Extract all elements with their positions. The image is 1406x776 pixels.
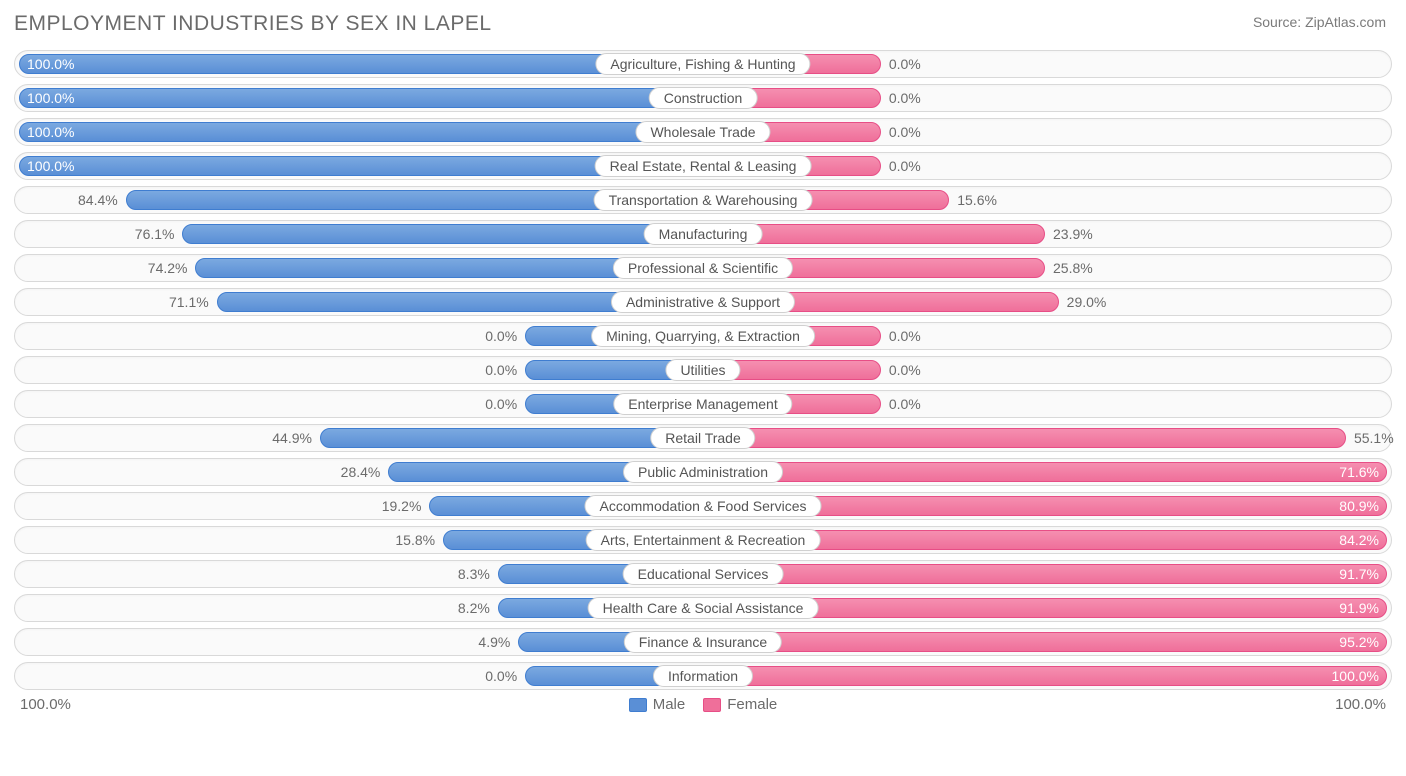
category-label: Retail Trade (650, 427, 755, 449)
legend-male-label: Male (653, 696, 686, 713)
chart-row: 0.0% 100.0% Information (14, 662, 1392, 690)
chart-row: 28.4% 71.6% Public Administration (14, 458, 1392, 486)
male-pct-label: 84.4% (78, 190, 118, 210)
female-pct-label: 55.1% (1354, 428, 1394, 448)
female-pct-label: 0.0% (889, 54, 921, 74)
male-pct-label: 28.4% (341, 462, 381, 482)
legend: Male Female (629, 696, 778, 713)
female-pct-label: 0.0% (889, 394, 921, 414)
female-pct-label: 91.7% (1339, 564, 1379, 584)
female-swatch (703, 698, 721, 712)
category-label: Manufacturing (644, 223, 763, 245)
chart-footer: 100.0% Male Female 100.0% (14, 696, 1392, 713)
male-pct-label: 0.0% (485, 666, 517, 686)
category-label: Utilities (665, 359, 740, 381)
female-pct-label: 25.8% (1053, 258, 1093, 278)
male-pct-label: 15.8% (395, 530, 435, 550)
female-bar (703, 666, 1387, 686)
category-label: Educational Services (623, 563, 784, 585)
chart-row: 0.0% 0.0% Enterprise Management (14, 390, 1392, 418)
chart-row: 100.0% 0.0% Agriculture, Fishing & Hunting (14, 50, 1392, 78)
female-pct-label: 100.0% (1332, 666, 1379, 686)
axis-right-label: 100.0% (1335, 696, 1386, 713)
male-bar (19, 122, 703, 142)
chart-row: 100.0% 0.0% Real Estate, Rental & Leasing (14, 152, 1392, 180)
female-pct-label: 95.2% (1339, 632, 1379, 652)
chart-row: 15.8% 84.2% Arts, Entertainment & Recreati… (14, 526, 1392, 554)
male-pct-label: 100.0% (27, 54, 74, 74)
female-bar (703, 428, 1346, 448)
category-label: Administrative & Support (611, 291, 795, 313)
male-bar (320, 428, 703, 448)
legend-item-female: Female (703, 696, 777, 713)
category-label: Information (653, 665, 753, 687)
male-pct-label: 0.0% (485, 326, 517, 346)
source-attribution: Source: ZipAtlas.com (1253, 14, 1386, 30)
chart-row: 71.1% 29.0% Administrative & Support (14, 288, 1392, 316)
female-pct-label: 0.0% (889, 326, 921, 346)
category-label: Arts, Entertainment & Recreation (586, 529, 821, 551)
female-pct-label: 0.0% (889, 156, 921, 176)
chart-row: 84.4% 15.6% Transportation & Warehousing (14, 186, 1392, 214)
male-pct-label: 8.2% (458, 598, 490, 618)
chart-row: 0.0% 0.0% Mining, Quarrying, & Extraction (14, 322, 1392, 350)
category-label: Public Administration (623, 461, 783, 483)
female-bar (703, 564, 1387, 584)
male-pct-label: 8.3% (458, 564, 490, 584)
male-pct-label: 0.0% (485, 394, 517, 414)
female-pct-label: 91.9% (1339, 598, 1379, 618)
female-bar (703, 632, 1387, 652)
female-pct-label: 0.0% (889, 88, 921, 108)
category-label: Real Estate, Rental & Leasing (595, 155, 812, 177)
male-swatch (629, 698, 647, 712)
female-pct-label: 29.0% (1067, 292, 1107, 312)
category-label: Agriculture, Fishing & Hunting (595, 53, 810, 75)
chart-row: 74.2% 25.8% Professional & Scientific (14, 254, 1392, 282)
male-pct-label: 76.1% (135, 224, 175, 244)
male-pct-label: 71.1% (169, 292, 209, 312)
chart-title: EMPLOYMENT INDUSTRIES BY SEX IN LAPEL (14, 12, 1392, 36)
chart-row: 0.0% 0.0% Utilities (14, 356, 1392, 384)
category-label: Transportation & Warehousing (594, 189, 813, 211)
legend-female-label: Female (727, 696, 777, 713)
male-pct-label: 19.2% (382, 496, 422, 516)
category-label: Accommodation & Food Services (585, 495, 822, 517)
chart-row: 76.1% 23.9% Manufacturing (14, 220, 1392, 248)
category-label: Health Care & Social Assistance (588, 597, 819, 619)
female-pct-label: 80.9% (1339, 496, 1379, 516)
male-pct-label: 100.0% (27, 88, 74, 108)
female-pct-label: 0.0% (889, 122, 921, 142)
male-pct-label: 74.2% (148, 258, 188, 278)
chart-row: 8.2% 91.9% Health Care & Social Assistance (14, 594, 1392, 622)
female-pct-label: 15.6% (957, 190, 997, 210)
category-label: Professional & Scientific (613, 257, 793, 279)
legend-item-male: Male (629, 696, 686, 713)
category-label: Mining, Quarrying, & Extraction (591, 325, 815, 347)
category-label: Wholesale Trade (635, 121, 770, 143)
male-pct-label: 100.0% (27, 122, 74, 142)
chart-row: 8.3% 91.7% Educational Services (14, 560, 1392, 588)
male-pct-label: 100.0% (27, 156, 74, 176)
chart-row: 4.9% 95.2% Finance & Insurance (14, 628, 1392, 656)
female-bar (703, 462, 1387, 482)
female-pct-label: 23.9% (1053, 224, 1093, 244)
chart-row: 100.0% 0.0% Construction (14, 84, 1392, 112)
male-pct-label: 4.9% (478, 632, 510, 652)
category-label: Construction (649, 87, 758, 109)
female-pct-label: 0.0% (889, 360, 921, 380)
diverging-bar-chart: 100.0% 0.0% Agriculture, Fishing & Hunting… (14, 50, 1392, 690)
category-label: Finance & Insurance (624, 631, 782, 653)
female-pct-label: 84.2% (1339, 530, 1379, 550)
male-pct-label: 44.9% (272, 428, 312, 448)
chart-row: 19.2% 80.9% Accommodation & Food Services (14, 492, 1392, 520)
chart-row: 100.0% 0.0% Wholesale Trade (14, 118, 1392, 146)
male-bar (19, 88, 703, 108)
female-pct-label: 71.6% (1339, 462, 1379, 482)
chart-row: 44.9% 55.1% Retail Trade (14, 424, 1392, 452)
axis-left-label: 100.0% (20, 696, 71, 713)
male-bar (182, 224, 703, 244)
category-label: Enterprise Management (613, 393, 792, 415)
male-pct-label: 0.0% (485, 360, 517, 380)
